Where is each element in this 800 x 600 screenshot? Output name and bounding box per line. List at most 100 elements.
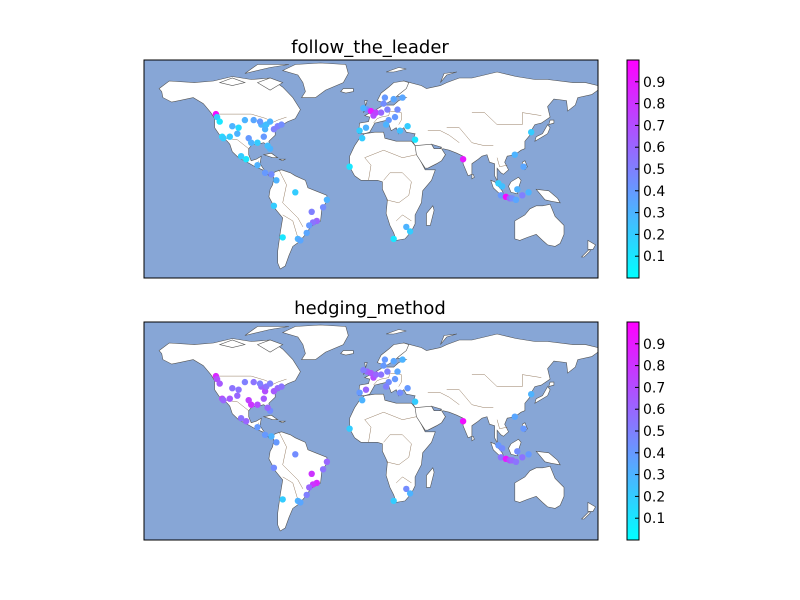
data-point — [237, 415, 245, 422]
data-point — [268, 171, 275, 178]
border-line — [396, 476, 412, 484]
data-point — [459, 156, 467, 163]
land-polygon — [440, 71, 457, 83]
data-point — [362, 124, 370, 131]
data-point — [319, 466, 327, 473]
colorbar-tick-label: 0.1 — [643, 249, 665, 265]
data-point — [403, 485, 410, 493]
land-polygon — [385, 67, 407, 73]
data-point — [381, 94, 389, 101]
data-point — [216, 380, 223, 387]
data-point — [220, 135, 227, 142]
data-point — [254, 424, 261, 431]
data-point — [459, 418, 467, 425]
data-point — [406, 228, 414, 235]
data-point — [384, 106, 391, 113]
land-polygon — [426, 467, 435, 488]
data-point — [396, 127, 404, 134]
data-point — [372, 109, 380, 116]
land-polygon — [340, 350, 354, 356]
data-point — [243, 418, 250, 425]
data-point — [399, 356, 406, 363]
data-point — [248, 401, 255, 408]
data-point — [229, 123, 236, 130]
data-point — [399, 94, 406, 101]
data-point — [261, 431, 269, 438]
data-point — [497, 192, 505, 199]
data-point — [514, 448, 521, 455]
data-point — [220, 397, 227, 404]
data-point — [279, 496, 286, 503]
data-point — [273, 439, 280, 446]
colorbar-tick-label: 0.7 — [643, 118, 665, 134]
land-polygon — [535, 188, 561, 204]
data-points — [212, 356, 535, 506]
colorbar-tick-label: 0.5 — [643, 424, 665, 440]
border-line — [446, 127, 494, 146]
land-polygon — [414, 143, 446, 169]
data-point — [404, 385, 411, 392]
data-point — [525, 189, 532, 196]
land-polygon — [580, 510, 591, 520]
map-panel-follow-the-leader: follow_the_leader 0.10.20.30.40.50.60.70… — [143, 37, 665, 279]
data-point — [519, 454, 526, 461]
land-polygon — [471, 436, 475, 442]
border-line — [496, 419, 508, 429]
land-polygon — [514, 203, 565, 247]
data-point — [250, 116, 257, 124]
data-point — [266, 380, 274, 387]
data-point — [308, 470, 315, 477]
land-polygon — [256, 77, 284, 91]
data-point — [278, 383, 285, 390]
data-point — [359, 397, 366, 404]
land-polygon — [278, 420, 287, 424]
land-polygon — [262, 414, 279, 420]
map-area — [143, 59, 599, 279]
data-point — [319, 204, 327, 211]
land-polygon — [349, 131, 436, 241]
land-polygon — [548, 381, 555, 388]
data-point — [234, 130, 241, 137]
land-polygon — [548, 119, 555, 126]
panel-title: hedging_method — [294, 298, 446, 319]
data-point — [525, 451, 532, 458]
data-point — [297, 499, 304, 506]
data-point — [528, 129, 535, 136]
data-point — [261, 169, 269, 176]
land-polygon — [244, 326, 290, 336]
border-line — [282, 476, 300, 504]
land-polygon — [440, 333, 457, 345]
land-polygon — [514, 465, 565, 509]
data-point — [226, 133, 233, 140]
data-point — [303, 229, 310, 237]
data-point — [216, 118, 223, 125]
data-point — [499, 183, 506, 190]
land-polygon — [218, 339, 246, 348]
data-point — [270, 202, 278, 209]
data-point — [278, 121, 285, 128]
land-polygon — [340, 88, 354, 94]
border-line — [383, 172, 412, 204]
data-point — [411, 136, 419, 143]
land-polygon — [218, 77, 246, 86]
data-point — [511, 413, 518, 420]
data-point — [235, 124, 242, 131]
colorbar: 0.1 0.2 0.3 0.4 0.5 0.6 0.7 0.8 0.9 — [626, 59, 665, 279]
border-line — [282, 214, 300, 242]
colorbar-tick-label: 0.8 — [643, 359, 665, 375]
colorbar-tick-label: 0.4 — [643, 446, 665, 462]
colorbar-tick-label: 0.3 — [643, 206, 665, 222]
land-polygon — [256, 339, 284, 353]
data-point — [499, 445, 506, 452]
data-point — [323, 196, 331, 203]
colorbar: 0.1 0.2 0.3 0.4 0.5 0.6 0.7 0.8 0.9 — [626, 321, 665, 541]
map-area — [143, 321, 599, 541]
land-polygon — [278, 158, 287, 162]
data-point — [323, 458, 331, 465]
border-line — [278, 431, 304, 489]
land-polygon — [349, 393, 436, 503]
colorbar-tick-label: 0.9 — [643, 75, 665, 91]
data-point — [390, 497, 397, 505]
data-point — [406, 490, 414, 497]
data-point — [292, 189, 299, 196]
